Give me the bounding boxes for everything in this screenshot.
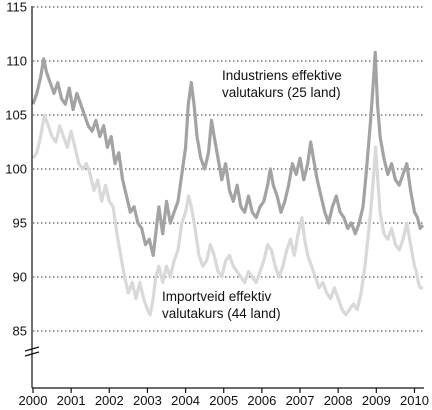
- annotation-series-2-line-1: Importveid effektiv: [162, 289, 272, 304]
- x-tick-label-2001: 2001: [57, 393, 86, 408]
- y-tick-label-100: 100: [5, 162, 27, 177]
- y-axis-break-mark: [24, 346, 40, 357]
- x-tick-label-2005: 2005: [209, 393, 238, 408]
- x-tick-label-2009: 2009: [362, 393, 391, 408]
- y-tick-labels: 85 90 95 100 105 110 115: [5, 0, 27, 339]
- x-tick-label-2008: 2008: [324, 393, 353, 408]
- annotation-series-1-line-1: Industriens effektive: [222, 68, 342, 83]
- annotations: Industriens effektive valutakurs (25 lan…: [162, 68, 342, 321]
- y-tick-label-95: 95: [13, 216, 27, 231]
- y-tick-label-105: 105: [5, 108, 27, 123]
- x-tick-label-2003: 2003: [133, 393, 162, 408]
- y-tick-label-85: 85: [13, 324, 27, 339]
- y-tick-label-90: 90: [13, 270, 27, 285]
- gridlines: [33, 6, 424, 332]
- x-tick-labels: 2000 2001 2002 2003 2004 2005 2006 2007 2008 2009…: [19, 393, 429, 408]
- x-tick-label-2006: 2006: [247, 393, 276, 408]
- series-line-2: [31, 113, 423, 317]
- annotation-series-2-line-2: valutakurs (44 land): [162, 306, 281, 321]
- x-tick-label-2007: 2007: [286, 393, 315, 408]
- series-line-1: [31, 50, 425, 257]
- x-tick-label-2000: 2000: [19, 393, 48, 408]
- y-tick-label-115: 115: [6, 0, 27, 15]
- annotation-series-1-line-2: valutakurs (25 land): [222, 85, 341, 100]
- series-lines: [31, 50, 425, 317]
- x-tick-label-2002: 2002: [95, 393, 124, 408]
- y-tick-label-110: 110: [6, 54, 27, 69]
- x-tick-label-2004: 2004: [171, 393, 200, 408]
- axes: [24, 6, 424, 393]
- x-tick-label-2010: 2010: [400, 393, 429, 408]
